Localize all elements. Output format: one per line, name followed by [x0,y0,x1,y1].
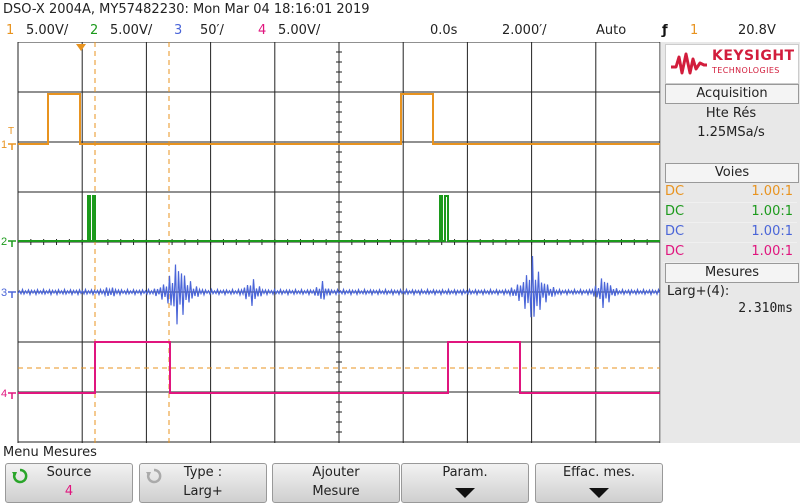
ch2-ground-marker[interactable]: 2 [1,236,16,248]
trigger-edge-icon: ƒ [662,23,668,38]
trigger-channel[interactable]: 1 [690,23,699,38]
voies-title: Voies [665,163,799,183]
mesures-title: Mesures [665,263,799,283]
ch1-number[interactable]: 1 [6,23,15,38]
ch4-ground-marker[interactable]: 4 [1,388,16,400]
ch3-scale[interactable]: 50′/ [200,23,224,38]
graticule-grid [17,41,661,443]
trigger-mode[interactable]: Auto [596,23,627,38]
measurement-value: 2.310ms [738,301,793,316]
trigger-position-icon [76,44,86,51]
submenu-arrow-icon [455,488,475,498]
svg-text:2: 2 [1,236,7,248]
rotate-knob-icon [12,468,28,484]
sample-rate: 1.25MSa/s [697,125,765,140]
channel-status-bar: 1 5.00V/ 2 5.00V/ 3 50′/ 4 5.00V/ 0.0s 2… [0,22,800,42]
softkey-add-measurement[interactable]: Ajouter Mesure [272,463,400,503]
ch4-scale[interactable]: 5.00V/ [278,23,321,38]
ch1-trigger-level-marker: T [8,126,14,137]
acquisition-mode: Hte Rés [705,106,757,121]
ch4-trace [18,341,660,394]
ch3-ground-marker[interactable]: 3 [1,287,16,299]
trigger-level[interactable]: 20.8V [738,23,776,38]
ch1-scale[interactable]: 5.00V/ [26,23,69,38]
instrument-title: DSO-X 2004A, MY57482230: Mon Mar 04 18:1… [3,2,370,17]
right-info-panel: KEYSIGHT TECHNOLOGIES Acquisition Hte Ré… [660,42,800,443]
submenu-arrow-icon [589,488,609,498]
acquisition-title: Acquisition [665,84,799,104]
softkey-source[interactable]: Source 4 [5,463,133,503]
softkey-clear-measurements[interactable]: Effac. mes. [535,463,663,503]
ch1-ground-marker[interactable]: 1 T [1,126,16,151]
ch2-number[interactable]: 2 [90,23,99,38]
menu-label: Menu Mesures [3,445,97,460]
waveform-display[interactable]: 1 T 2 3 4 [0,41,661,443]
measurement-label: Larg+(4): [667,284,730,299]
ch2-scale[interactable]: 5.00V/ [110,23,153,38]
keysight-logo: KEYSIGHT TECHNOLOGIES [665,44,799,84]
keysight-wave-icon [671,52,707,75]
time-delay[interactable]: 0.0s [430,23,458,38]
svg-text:1: 1 [1,139,7,151]
voie-row-2: DC 1.00:1 [663,202,797,223]
softkey-settings[interactable]: Param. [401,463,529,503]
ch1-trace [18,93,660,145]
voie-row-3: DC 1.00:1 [663,222,797,243]
waveform-graticule: 1 T 2 3 4 [1,41,661,443]
title-bar: DSO-X 2004A, MY57482230: Mon Mar 04 18:1… [0,0,800,22]
ch3-trace [17,255,661,325]
time-scale[interactable]: 2.000′/ [502,23,547,38]
rotate-knob-icon [146,468,162,484]
ch4-number[interactable]: 4 [258,23,267,38]
ch2-trace [18,195,660,242]
logo-wordmark: KEYSIGHT [712,48,795,64]
softkey-type[interactable]: Type : Larg+ [139,463,267,503]
svg-text:4: 4 [1,388,7,400]
voie-row-1: DC 1.00:1 [663,182,797,203]
logo-subtitle: TECHNOLOGIES [712,66,780,75]
ch3-number[interactable]: 3 [174,23,183,38]
voie-row-4: DC 1.00:1 [663,242,797,263]
svg-text:3: 3 [1,287,7,299]
